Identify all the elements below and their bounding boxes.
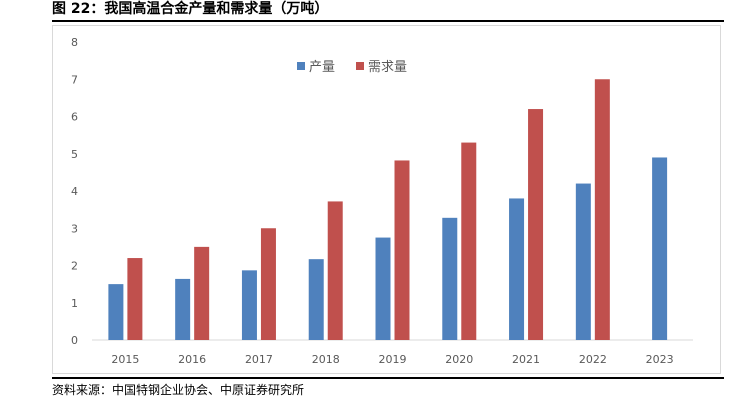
bar-production-2022 bbox=[575, 183, 591, 340]
bar-production-2023 bbox=[652, 157, 668, 340]
bar-demand-2020 bbox=[461, 142, 477, 340]
y-tick-label: 7 bbox=[71, 73, 78, 86]
x-tick-label: 2019 bbox=[379, 353, 407, 366]
x-tick-label: 2021 bbox=[512, 353, 540, 366]
x-tick-label: 2023 bbox=[646, 353, 674, 366]
bar-production-2016 bbox=[175, 278, 191, 340]
y-tick-label: 3 bbox=[71, 222, 78, 235]
legend: 产量 需求量 bbox=[297, 60, 407, 75]
title-rule bbox=[52, 20, 724, 22]
bar-production-2020 bbox=[442, 217, 458, 340]
bar-demand-2016 bbox=[194, 246, 210, 340]
legend-swatch-demand bbox=[356, 62, 364, 70]
x-tick-label: 2015 bbox=[111, 353, 139, 366]
x-tick-label: 2020 bbox=[445, 353, 473, 366]
bar-production-2019 bbox=[375, 237, 391, 340]
x-tick-label: 2016 bbox=[178, 353, 206, 366]
bars bbox=[108, 79, 668, 340]
legend-swatch-production bbox=[297, 62, 305, 70]
legend-label-demand: 需求量 bbox=[368, 60, 407, 75]
y-tick-label: 1 bbox=[71, 297, 78, 310]
source-note: 资料来源：中国特钢企业协会、中原证券研究所 bbox=[52, 383, 305, 397]
bar-production-2021 bbox=[509, 198, 525, 340]
bar-demand-2017 bbox=[260, 228, 276, 340]
x-tick-label: 2017 bbox=[245, 353, 273, 366]
source-rule bbox=[52, 377, 724, 379]
y-tick-label: 5 bbox=[71, 148, 78, 161]
chart-frame bbox=[52, 25, 721, 374]
x-tick-label: 2022 bbox=[579, 353, 607, 366]
x-axis: 2015 2016 2017 2018 2019 2020 2021 2022 2023 bbox=[111, 353, 673, 366]
bar-production-2018 bbox=[308, 259, 324, 340]
figure-title: 图 22：我国高温合金产量和需求量（万吨） bbox=[52, 1, 329, 17]
bar-demand-2021 bbox=[528, 109, 544, 340]
x-tick-label: 2018 bbox=[312, 353, 340, 366]
y-tick-label: 6 bbox=[71, 111, 78, 124]
y-tick-label: 8 bbox=[71, 36, 78, 49]
bar-demand-2018 bbox=[327, 201, 343, 340]
bar-demand-2019 bbox=[394, 160, 410, 340]
y-tick-label: 0 bbox=[71, 334, 78, 347]
y-tick-label: 4 bbox=[71, 185, 78, 198]
y-tick-label: 2 bbox=[71, 260, 78, 273]
bar-production-2017 bbox=[241, 270, 257, 340]
bar-demand-2022 bbox=[594, 79, 610, 340]
bar-production-2015 bbox=[108, 284, 124, 340]
bar-demand-2015 bbox=[127, 258, 143, 340]
legend-label-production: 产量 bbox=[309, 60, 335, 75]
y-axis: 0 1 2 3 4 5 6 7 8 bbox=[71, 36, 78, 347]
